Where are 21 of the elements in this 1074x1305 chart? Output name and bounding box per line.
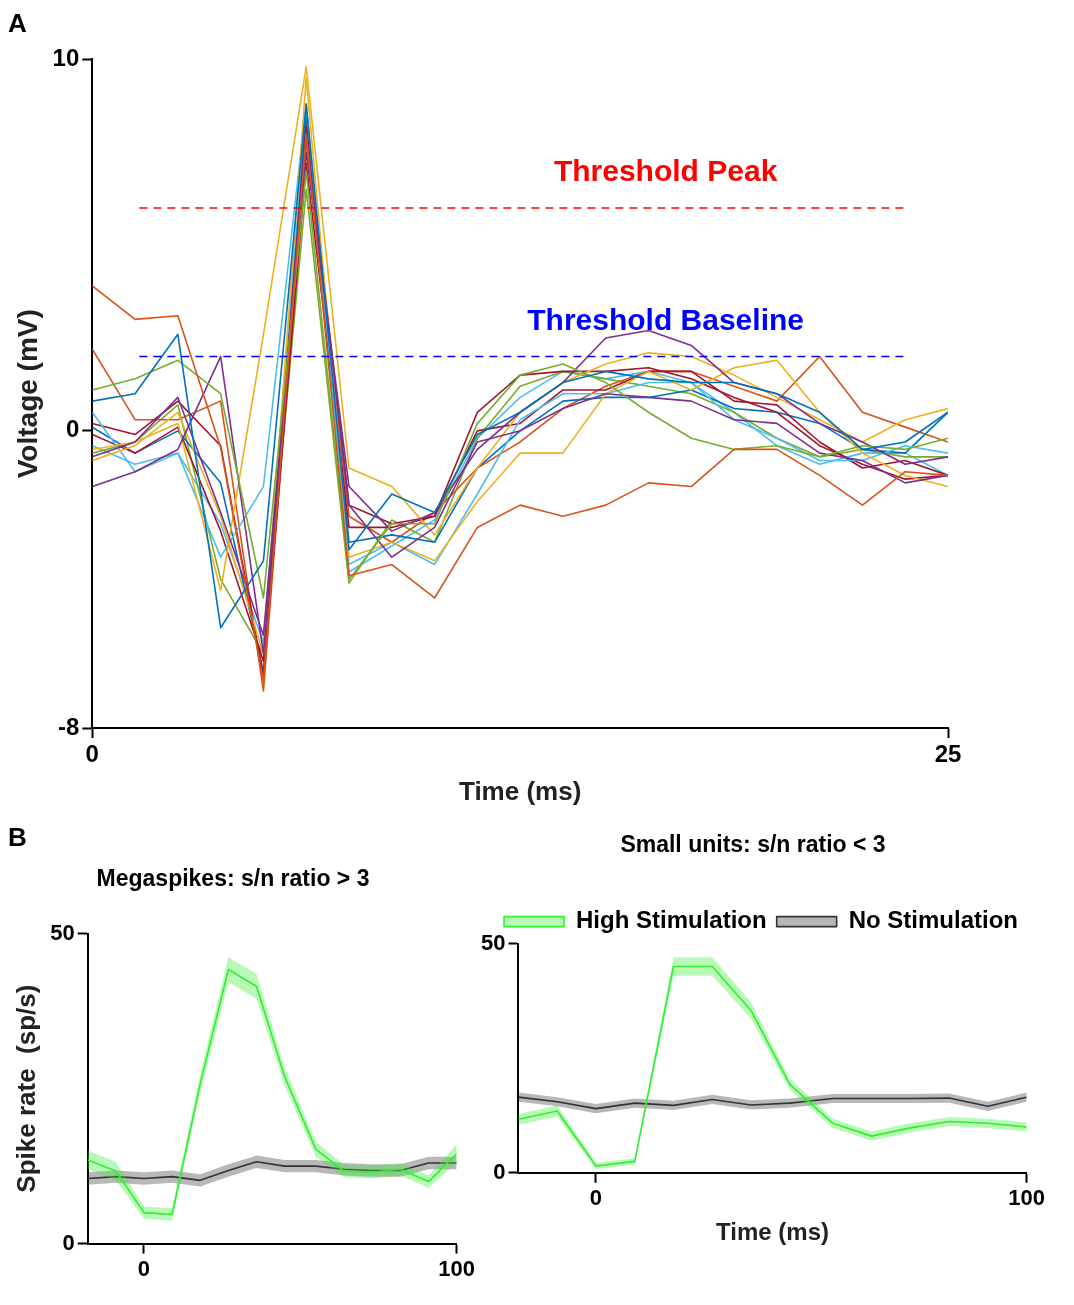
x-tick-label: 25 (934, 740, 962, 768)
legend-label: No Stimulation (848, 906, 1018, 934)
legend-label: High Stimulation (576, 906, 767, 934)
x-tick-label: 100 (438, 1255, 476, 1281)
x-tick-label: 100 (1008, 1185, 1046, 1211)
x-axis-title: Time (ms) (716, 1218, 830, 1246)
y-tick-label: -8 (57, 712, 80, 740)
text: A (8, 8, 28, 40)
chart-title: Small units: s/n ratio < 3 (620, 831, 886, 858)
y-tick-label: 50 (480, 929, 506, 955)
x-axis-title: Time (ms) (458, 775, 582, 806)
ref-line-label: Threshold Peak (553, 154, 778, 188)
y-axis-title: Voltage (mV) (11, 309, 43, 479)
y-tick-label: 0 (65, 415, 80, 443)
y-tick-label: 50 (50, 919, 75, 945)
y-axis-title: Spike rate (sp/s) (10, 984, 41, 1193)
chart-title: Megaspikes: s/n ratio > 3 (96, 865, 370, 892)
y-tick-label: 10 (52, 44, 80, 72)
ref-line-label: Threshold Baseline (527, 302, 804, 336)
text: B (8, 822, 28, 854)
y-tick-label: 0 (62, 1229, 75, 1255)
